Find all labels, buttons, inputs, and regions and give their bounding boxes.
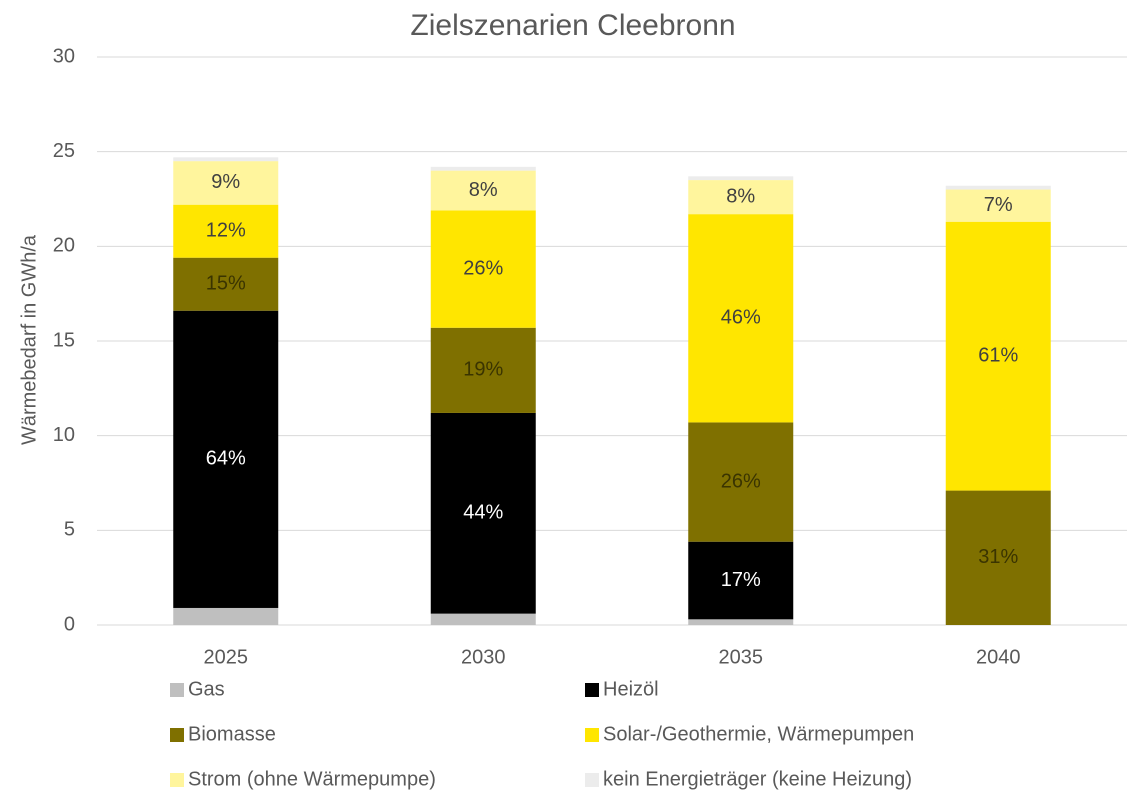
data-label: 8% <box>469 179 498 201</box>
legend-label: Solar-/Geothermie, Wärmepumpen <box>603 723 914 745</box>
bar-segment <box>430 412 536 614</box>
data-label: 61% <box>978 344 1018 366</box>
legend-swatch <box>585 728 599 742</box>
bar-segment <box>688 180 794 215</box>
data-label: 15% <box>206 272 246 294</box>
legend-swatch <box>585 683 599 697</box>
legend-swatch <box>585 773 599 787</box>
bar-segment <box>173 204 279 258</box>
data-label: 12% <box>206 219 246 241</box>
bar-segment <box>688 422 794 542</box>
data-label: 46% <box>721 307 761 329</box>
data-label: 8% <box>726 185 755 207</box>
bar-segment <box>173 157 279 162</box>
bar-segment <box>430 327 536 413</box>
bar-segment <box>688 214 794 423</box>
legend-swatch <box>170 773 184 787</box>
y-tick-label: 30 <box>53 45 75 67</box>
y-tick-label: 15 <box>53 329 75 351</box>
y-tick-label: 10 <box>53 424 75 446</box>
data-label: 26% <box>463 257 503 279</box>
x-tick-label: 2040 <box>976 646 1021 668</box>
x-tick-label: 2030 <box>461 646 506 668</box>
legend-label: Strom (ohne Wärmepumpe) <box>188 768 436 790</box>
bar-segment <box>688 176 794 181</box>
data-label: 26% <box>721 470 761 492</box>
legend-label: Gas <box>188 678 225 700</box>
y-tick-label: 0 <box>64 613 75 635</box>
bar-segment <box>945 490 1051 625</box>
bar-segment <box>173 161 279 205</box>
bar-segment <box>945 185 1051 190</box>
bar-segment <box>430 210 536 328</box>
data-label: 44% <box>463 502 503 524</box>
data-label: 19% <box>463 359 503 381</box>
data-label: 64% <box>206 448 246 470</box>
y-axis-label: Wärmebedarf in GWh/a <box>18 234 40 445</box>
bar-segment <box>173 310 279 608</box>
legend-swatch <box>170 683 184 697</box>
bar-segment <box>430 166 536 171</box>
legend-label: kein Energieträger (keine Heizung) <box>603 768 912 790</box>
y-tick-label: 20 <box>53 235 75 257</box>
bar-segment <box>430 613 536 625</box>
chart-title: Zielszenarien Cleebronn <box>410 9 735 42</box>
x-tick-label: 2025 <box>204 646 249 668</box>
bar-segment <box>688 619 794 625</box>
bar-segment <box>173 607 279 625</box>
bar-segment <box>945 189 1051 222</box>
data-label: 31% <box>978 546 1018 568</box>
x-tick-label: 2035 <box>719 646 764 668</box>
bar-segment <box>945 221 1051 491</box>
bar-segment <box>688 541 794 620</box>
bar-segment <box>430 170 536 211</box>
bar-segment <box>173 257 279 311</box>
legend-swatch <box>170 728 184 742</box>
legend-label: Heizöl <box>603 678 659 700</box>
data-label: 9% <box>211 171 240 193</box>
y-tick-label: 5 <box>64 519 75 541</box>
legend-label: Biomasse <box>188 723 276 745</box>
data-label: 17% <box>721 569 761 591</box>
y-tick-label: 25 <box>53 140 75 162</box>
data-label: 7% <box>984 194 1013 216</box>
